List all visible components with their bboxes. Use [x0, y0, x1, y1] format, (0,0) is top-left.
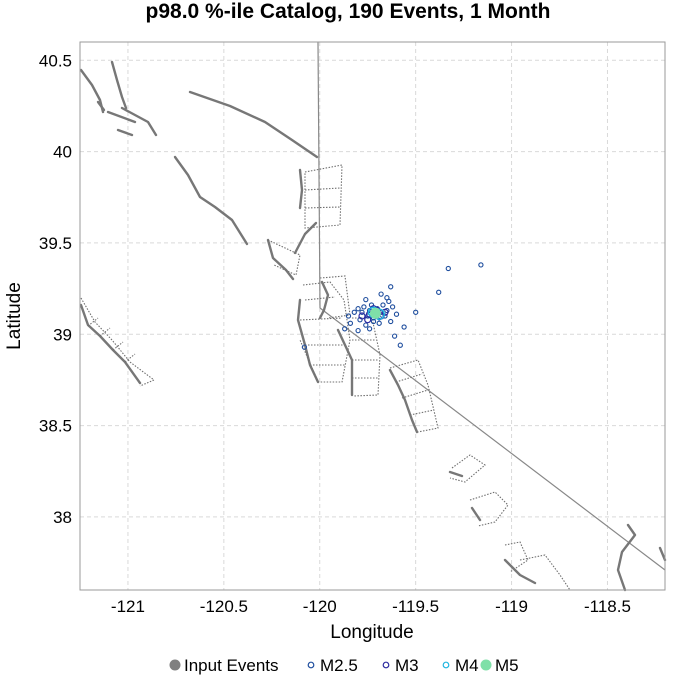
event-point-m2_5: [366, 326, 373, 332]
event-point-m2_5: [401, 324, 407, 330]
event-point-m3: [358, 312, 366, 320]
event-point-m2_5: [301, 344, 308, 350]
event-point-m3: [381, 308, 389, 316]
event-point-m2_5: [436, 289, 442, 295]
legend-label: M2.5: [320, 656, 358, 675]
legend-label: M3: [395, 656, 419, 675]
event-markers: [301, 262, 484, 350]
legend-marker: [382, 661, 390, 669]
event-point-m3: [364, 316, 372, 324]
x-tick-label: -119.5: [392, 597, 439, 616]
x-axis-label: Longitude: [330, 622, 413, 643]
event-point-m5: [369, 307, 381, 319]
chart-title: p98.0 %-ile Catalog, 190 Events, 1 Month: [146, 0, 551, 23]
fault-traces: [79, 41, 667, 592]
legend-marker: [442, 661, 450, 669]
event-point-m2_5: [363, 296, 369, 303]
legend-label: M4: [455, 656, 479, 675]
y-tick-label: 38.5: [39, 417, 72, 436]
plot-frame: [79, 41, 666, 591]
y-tick-label: 38: [53, 508, 72, 527]
event-point-m2_5: [363, 322, 369, 328]
event-point-m2_5: [391, 333, 398, 339]
event-point-m2_5: [355, 306, 361, 312]
x-tick-label: -120.5: [200, 597, 248, 616]
event-point-m2_5: [384, 307, 390, 314]
state-boundary-diagonal: [319, 307, 666, 571]
event-point-m2_5: [388, 318, 394, 325]
event-point-m2_5: [361, 304, 367, 310]
event-point-m2_5: [351, 309, 357, 315]
event-point-m2_5: [359, 309, 365, 315]
event-point-m2_5: [378, 291, 384, 297]
event-point-m2_5: [389, 304, 396, 310]
event-point-m2_5: [384, 295, 390, 301]
y-tick-label: 40: [53, 143, 72, 162]
event-point-m2_5: [445, 265, 451, 272]
x-axis-ticks: -121 -120.5 -120 -119.5 -119 -118.5: [111, 597, 631, 616]
event-point-m2_5: [382, 313, 388, 319]
event-point-m2_5: [355, 327, 361, 334]
event-point-m2_5: [380, 302, 386, 308]
y-tick-label: 39: [53, 325, 72, 344]
y-tick-label: 39.5: [39, 234, 72, 253]
x-tick-label: -119: [495, 597, 528, 616]
event-point-m2_5: [393, 311, 400, 317]
legend: Input Events M2.5 M3 M4 M5: [169, 656, 519, 675]
event-point-m2_5: [478, 262, 484, 268]
event-point-m2_5: [345, 313, 352, 319]
x-tick-label: -118.5: [584, 597, 631, 616]
event-point-m2_5: [342, 326, 348, 332]
x-tick-label: -121: [111, 597, 145, 616]
event-point-m2_5: [376, 320, 382, 326]
legend-label: Input Events: [184, 656, 279, 675]
legend-marker: [480, 659, 492, 671]
event-point-m2_5: [388, 284, 394, 290]
event-point-m2_5: [413, 309, 419, 315]
legend-marker: [169, 659, 181, 671]
event-point-m2_5: [397, 342, 403, 348]
legend-marker: [307, 661, 315, 669]
y-axis-ticks: 38 38.5 39 39.5 40 40.5: [39, 51, 72, 527]
y-axis-label: Latitude: [4, 282, 25, 350]
y-tick-label: 40.5: [39, 51, 72, 70]
state-boundary-vertical: [317, 41, 321, 309]
legend-label: M5: [495, 656, 519, 675]
event-point-m2_5: [347, 320, 354, 326]
x-tick-label: -120: [303, 597, 337, 616]
